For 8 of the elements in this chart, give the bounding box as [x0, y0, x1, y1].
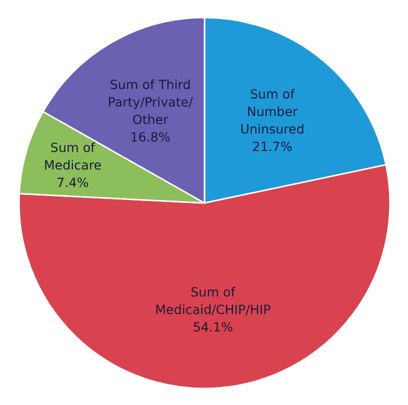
slice-label: Sum of Number Uninsured: [240, 86, 304, 136]
data-label: 7.4%: [56, 174, 89, 190]
slice-label: Sum of Medicare: [44, 140, 102, 172]
data-label: 54.1%: [192, 319, 234, 334]
data-label: 21.7%: [252, 138, 292, 154]
slice-label: Sum of Third Party/Private/ Other: [108, 77, 194, 127]
slice-label: Sum of Medicaid/CHIP/HIP: [155, 284, 272, 317]
data-label: 16.8%: [130, 129, 170, 144]
